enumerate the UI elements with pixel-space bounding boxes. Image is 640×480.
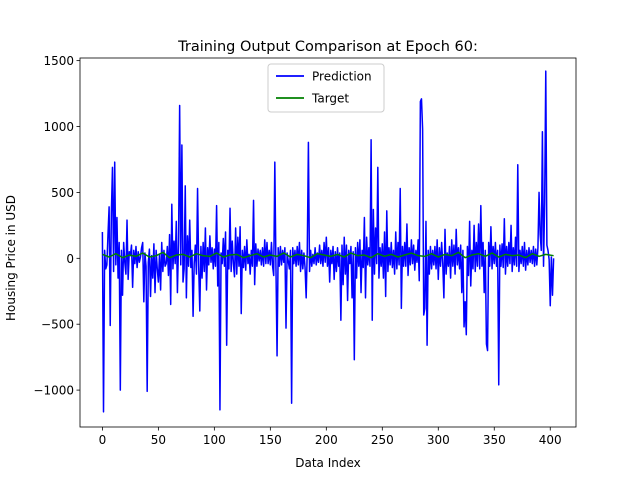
y-tick-label: −1000: [33, 384, 74, 398]
x-tick-label: 300: [427, 433, 450, 447]
legend-label-target: Target: [311, 92, 349, 106]
x-tick-label: 200: [315, 433, 338, 447]
x-tick-label: 250: [371, 433, 394, 447]
y-tick-label: 0: [66, 252, 74, 266]
legend: Prediction Target: [267, 63, 385, 113]
x-tick-label: 100: [203, 433, 226, 447]
series-line-prediction: [101, 70, 555, 413]
axes: 0 50 100 150 200 250 300 350 400 −1000 −500 0 500 100…: [33, 54, 577, 447]
series-line-target: [102, 251, 554, 259]
y-axis-label: Housing Price in USD: [4, 195, 18, 321]
y-tick-label: −500: [41, 318, 74, 332]
y-tick-label: 1000: [43, 120, 74, 134]
y-tick-label: 1500: [43, 54, 74, 68]
x-tick-label: 350: [483, 433, 506, 447]
x-tick-label: 150: [259, 433, 282, 447]
x-axis-label: Data Index: [295, 456, 361, 470]
y-tick-label: 500: [51, 186, 74, 200]
plot-area: [101, 70, 555, 413]
x-tick-label: 50: [151, 433, 166, 447]
legend-label-prediction: Prediction: [312, 70, 372, 84]
axes-frame: [79, 57, 577, 428]
chart-title: Training Output Comparison at Epoch 60:: [177, 39, 478, 55]
x-tick-label: 400: [539, 433, 562, 447]
x-tick-label: 0: [99, 433, 107, 447]
